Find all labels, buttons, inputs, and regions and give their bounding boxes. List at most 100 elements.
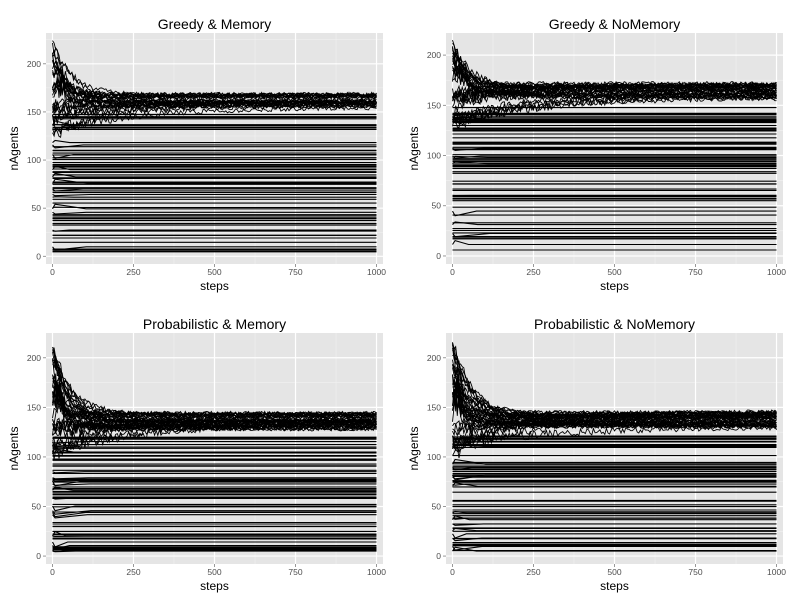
panel-title: Greedy & Memory	[158, 16, 272, 32]
panel-1: 0 250 500 750 1000 0 50 100 150 200 Greedy & Memor…	[7, 16, 386, 293]
x-tick-label: 0	[50, 267, 55, 277]
series-line-flat	[52, 477, 377, 480]
series-line-flat	[52, 471, 377, 474]
y-tick-label: 50	[32, 203, 42, 213]
panel-2: 0 250 500 750 1000 0 50 100 150 200 Greedy & NoMem…	[407, 16, 786, 293]
x-tick-label: 0	[50, 567, 55, 577]
y-tick-label: 200	[27, 59, 41, 69]
series-line-converging	[452, 389, 777, 430]
series-line-converging	[452, 69, 777, 98]
series-line-flat	[52, 139, 377, 144]
y-axis-title: nAgents	[407, 126, 421, 170]
x-tick-label: 500	[607, 267, 621, 277]
x-tick-label: 750	[688, 267, 702, 277]
x-axis-title: steps	[600, 579, 629, 593]
series-line-flat	[452, 527, 777, 532]
y-tick-label: 50	[432, 501, 442, 511]
series-line-flat	[52, 178, 377, 185]
y-tick-label: 50	[432, 201, 442, 211]
y-tick-label: 100	[427, 151, 441, 161]
series-line-converging	[52, 349, 377, 417]
y-axis-title: nAgents	[7, 126, 21, 170]
x-tick-label: 250	[526, 267, 540, 277]
series-line-flat	[52, 479, 377, 482]
series-line-converging	[452, 95, 777, 125]
series-line-flat	[452, 232, 777, 238]
y-axis-title: nAgents	[7, 426, 21, 470]
series-line-converging	[52, 385, 377, 429]
series-line-converging	[52, 98, 377, 135]
y-tick-label: 50	[32, 501, 42, 511]
x-tick-label: 750	[288, 567, 302, 577]
y-tick-label: 150	[427, 402, 441, 412]
y-tick-label: 150	[27, 402, 41, 412]
series-line-converging	[452, 413, 777, 453]
series-line-flat	[52, 203, 377, 210]
series-line-flat	[52, 165, 377, 171]
x-tick-label: 250	[126, 267, 140, 277]
panel-4: 0 250 500 750 1000 0 50 100 150 200 Probabilistic …	[407, 316, 786, 593]
series-line-converging	[452, 87, 777, 108]
x-tick-label: 0	[450, 567, 455, 577]
axes: 0 250 500 750 1000 0 50 100 150 200	[27, 353, 386, 577]
x-axis-title: steps	[600, 279, 629, 293]
series-line-converging	[52, 99, 377, 126]
y-axis-title: nAgents	[407, 426, 421, 470]
series-line-converging	[452, 364, 777, 429]
series-line-flat	[452, 533, 777, 539]
x-tick-label: 750	[688, 567, 702, 577]
series-line-flat	[452, 155, 777, 158]
series-line-flat	[52, 217, 377, 220]
series-line-flat	[52, 196, 377, 198]
series-group	[452, 39, 777, 251]
x-tick-label: 500	[207, 267, 221, 277]
x-tick-label: 1000	[767, 267, 786, 277]
x-tick-label: 0	[450, 267, 455, 277]
x-tick-label: 1000	[767, 567, 786, 577]
x-tick-label: 1000	[367, 567, 386, 577]
series-group	[52, 40, 377, 253]
panel-title: Greedy & NoMemory	[549, 16, 680, 32]
axes: 0 250 500 750 1000 0 50 100 150 200	[27, 59, 386, 277]
x-tick-label: 1000	[367, 267, 386, 277]
series-line-flat	[452, 537, 777, 542]
series-line-flat	[452, 482, 777, 487]
series-line-flat	[52, 211, 377, 215]
x-tick-label: 750	[288, 267, 302, 277]
y-tick-label: 200	[427, 50, 441, 60]
axes: 0 250 500 750 1000 0 50 100 150 200	[427, 353, 786, 577]
x-axis-title: steps	[200, 279, 229, 293]
series-line-flat	[52, 246, 377, 251]
series-line-flat	[52, 505, 377, 512]
series-line-converging	[452, 425, 777, 449]
y-tick-label: 200	[427, 353, 441, 363]
series-line-flat	[452, 523, 777, 526]
series-line-flat	[52, 541, 377, 548]
series-line-converging	[52, 352, 377, 424]
x-tick-label: 250	[526, 567, 540, 577]
series-group	[452, 342, 777, 552]
series-line-converging	[52, 382, 377, 423]
series-line-converging	[52, 100, 377, 114]
series-line-flat	[52, 480, 377, 487]
y-tick-label: 150	[27, 107, 41, 117]
series-line-converging	[52, 413, 377, 459]
series-line-flat	[452, 210, 777, 217]
panel-3: 0 250 500 750 1000 0 50 100 150 200 Probabilistic …	[7, 316, 386, 593]
y-tick-label: 0	[36, 251, 41, 261]
series-line-flat	[52, 172, 377, 178]
series-line-converging	[52, 42, 377, 98]
panel-title: Probabilistic & Memory	[143, 316, 286, 332]
y-tick-label: 200	[27, 353, 41, 363]
series-line-converging	[452, 55, 777, 90]
x-axis-title: steps	[200, 579, 229, 593]
y-tick-label: 0	[36, 551, 41, 561]
series-line-flat	[452, 474, 777, 481]
y-tick-label: 0	[436, 251, 441, 261]
series-line-flat	[52, 550, 377, 553]
series-line-flat	[452, 239, 777, 246]
series-line-flat	[452, 545, 777, 551]
series-line-converging	[452, 411, 777, 437]
series-line-converging	[52, 105, 377, 133]
